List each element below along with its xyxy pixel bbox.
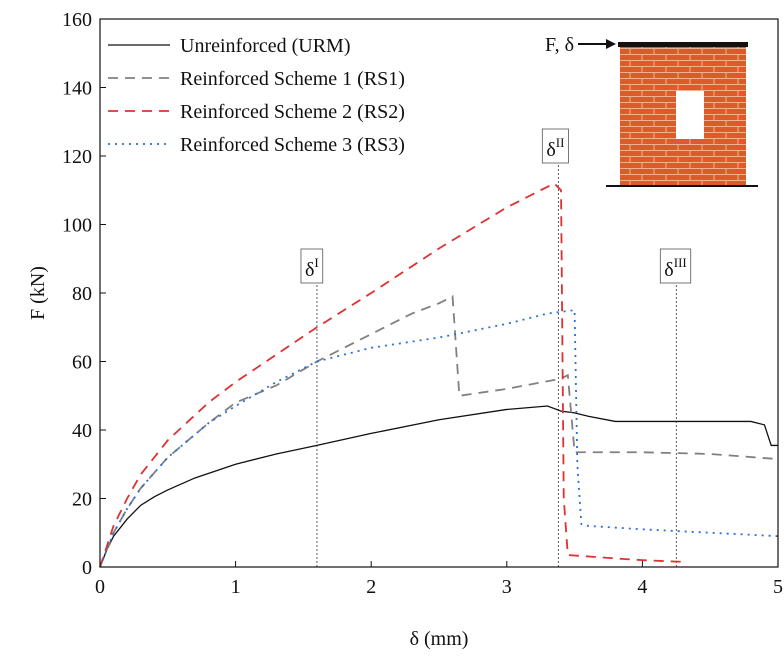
y-tick-label: 120 xyxy=(62,146,92,168)
annotation-sup: II xyxy=(556,135,565,150)
x-tick-label: 1 xyxy=(231,576,241,598)
y-tick-label: 80 xyxy=(72,283,92,305)
y-tick-label: 0 xyxy=(82,557,92,579)
x-axis-label: δ (mm) xyxy=(410,628,469,650)
annotation-symbol: δ xyxy=(664,259,673,281)
x-tick-label: 4 xyxy=(637,576,647,598)
annotation-box xyxy=(541,128,569,164)
series-line xyxy=(99,309,779,568)
annotation-box xyxy=(659,248,692,284)
opening xyxy=(676,91,704,139)
series-line xyxy=(99,182,684,568)
top-beam xyxy=(618,42,748,47)
annotation-label: δII xyxy=(546,135,564,161)
x-tick-label: 2 xyxy=(366,576,376,598)
y-axis-label: F (kN) xyxy=(27,266,49,320)
annotation-sup: I xyxy=(314,255,318,270)
x-tick-label: 3 xyxy=(502,576,512,598)
y-tick-label: 100 xyxy=(62,215,92,237)
y-tick-label: 140 xyxy=(62,78,92,100)
annotation-label: δI xyxy=(305,255,319,281)
y-tick-label: 40 xyxy=(72,420,92,442)
y-tick-label: 160 xyxy=(62,9,92,31)
legend-label: Reinforced Scheme 1 (RS1) xyxy=(180,68,405,90)
annotation-box xyxy=(300,248,324,284)
x-tick-label: 0 xyxy=(95,576,105,598)
wall-inset: F, δ xyxy=(545,34,758,187)
inset-label: F, δ xyxy=(545,34,574,56)
legend-label: Unreinforced (URM) xyxy=(180,35,351,57)
y-tick-label: 20 xyxy=(72,489,92,511)
series-line xyxy=(99,295,779,568)
y-tick-label: 60 xyxy=(72,352,92,374)
annotation-label: δIII xyxy=(664,255,686,281)
x-tick-label: 5 xyxy=(773,576,783,598)
legend-label: Reinforced Scheme 3 (RS3) xyxy=(180,134,405,156)
annotation-symbol: δ xyxy=(305,259,314,281)
series-line xyxy=(99,405,778,568)
annotation-sup: III xyxy=(674,255,687,270)
arrow-head xyxy=(606,39,616,49)
annotation-symbol: δ xyxy=(546,139,555,161)
legend-label: Reinforced Scheme 2 (RS2) xyxy=(180,101,405,123)
